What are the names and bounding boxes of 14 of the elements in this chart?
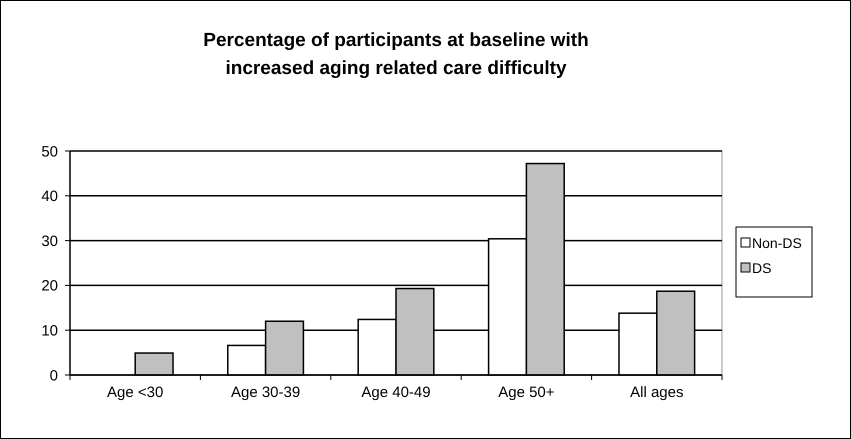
y-tick-label: 50 — [41, 143, 58, 160]
y-tick-label: 10 — [41, 322, 58, 340]
y-tick-label: 20 — [41, 278, 58, 295]
chart-title: Percentage of participants at baseline with increased aging related care difficulty — [203, 30, 589, 79]
legend-label: Non-DS — [752, 234, 802, 251]
legend-label: DS — [752, 260, 772, 276]
x-tick-label: All ages — [630, 384, 684, 401]
x-tick-label: Age <30 — [107, 384, 164, 401]
y-tick-label: 40 — [41, 188, 58, 206]
x-tick-label: Age 40-49 — [361, 384, 431, 401]
x-tick-label: Age 50+ — [498, 384, 555, 401]
y-tick-label: 30 — [41, 232, 58, 250]
y-tick-label: 0 — [50, 367, 58, 384]
x-tick-label: Age 30-39 — [230, 384, 300, 401]
